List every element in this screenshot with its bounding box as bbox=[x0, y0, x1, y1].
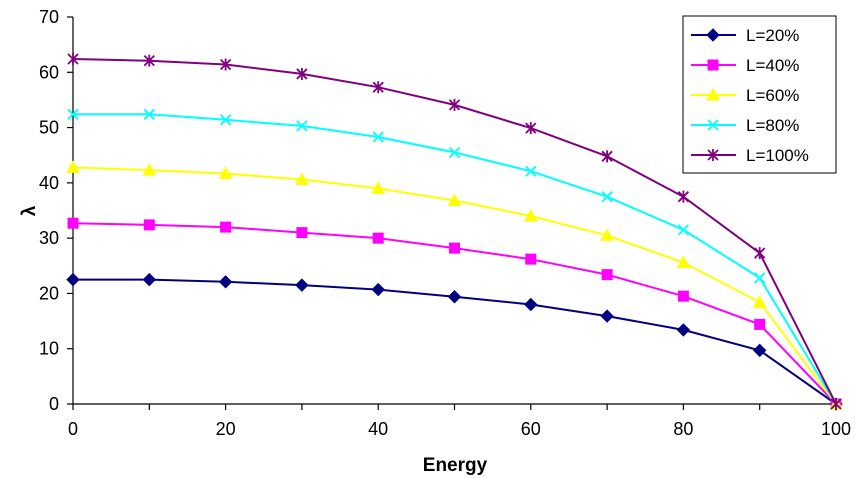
y-tick-label: 20 bbox=[39, 283, 59, 303]
data-point bbox=[754, 318, 766, 330]
data-point bbox=[601, 269, 613, 281]
data-point bbox=[525, 253, 537, 265]
legend-marker bbox=[707, 149, 719, 161]
legend: L=20% L=40% L=60% L=80% L=100% bbox=[682, 15, 837, 174]
data-point bbox=[752, 343, 767, 358]
data-point bbox=[371, 282, 385, 297]
data-point bbox=[601, 150, 613, 163]
x-tick-label: 40 bbox=[368, 419, 388, 439]
x-tick-label: 0 bbox=[68, 419, 78, 439]
data-point bbox=[754, 247, 766, 260]
data-point bbox=[524, 297, 538, 312]
data-point bbox=[676, 323, 691, 337]
legend-label: L=20% bbox=[746, 26, 799, 45]
data-point bbox=[220, 221, 232, 233]
data-point bbox=[295, 278, 309, 292]
legend-entry: L=40% bbox=[691, 56, 799, 75]
legend-label: L=40% bbox=[746, 56, 799, 75]
data-point bbox=[525, 122, 537, 135]
legend-entry: L=60% bbox=[691, 86, 799, 105]
legend-marker bbox=[706, 28, 720, 42]
legend-entry: L=100% bbox=[691, 146, 809, 165]
legend-label: L=60% bbox=[746, 86, 799, 105]
data-point bbox=[600, 309, 614, 323]
y-axis-title: λ bbox=[19, 205, 40, 216]
data-point bbox=[296, 120, 308, 132]
data-point bbox=[601, 191, 613, 203]
y-tick-label: 70 bbox=[39, 7, 59, 27]
data-point bbox=[219, 114, 232, 126]
legend-entry: L=80% bbox=[691, 116, 799, 135]
legend-label: L=100% bbox=[746, 146, 809, 165]
data-point bbox=[447, 193, 462, 207]
data-point bbox=[448, 98, 461, 111]
series-L=40% bbox=[67, 217, 842, 410]
data-point bbox=[600, 228, 614, 241]
series-L=100% bbox=[67, 53, 842, 410]
data-point bbox=[67, 53, 79, 66]
data-point bbox=[143, 108, 155, 120]
legend-entry: L=20% bbox=[691, 26, 799, 45]
y-tick-label: 40 bbox=[39, 173, 59, 193]
series-L=80% bbox=[67, 108, 842, 410]
data-point bbox=[218, 166, 233, 179]
x-axis-title: Energy bbox=[423, 455, 488, 476]
data-point bbox=[752, 295, 767, 308]
data-point bbox=[143, 219, 155, 231]
series-L=20% bbox=[66, 272, 843, 411]
data-point bbox=[372, 81, 384, 94]
data-point bbox=[143, 54, 155, 67]
data-point bbox=[449, 242, 460, 254]
data-point bbox=[754, 272, 766, 284]
data-point bbox=[677, 224, 690, 236]
data-point bbox=[219, 58, 232, 71]
y-tick-label: 10 bbox=[39, 339, 59, 359]
data-point bbox=[371, 181, 386, 194]
x-tick-label: 20 bbox=[216, 419, 236, 439]
axes bbox=[67, 16, 837, 410]
data-point bbox=[142, 163, 157, 176]
data-point bbox=[372, 131, 384, 143]
data-point bbox=[296, 227, 308, 239]
data-point bbox=[523, 208, 538, 222]
legend-marker bbox=[706, 87, 720, 101]
data-point bbox=[66, 272, 80, 287]
legend-label: L=80% bbox=[746, 116, 799, 135]
y-tick-label: 50 bbox=[39, 118, 59, 138]
data-point bbox=[830, 398, 842, 410]
data-point bbox=[447, 290, 462, 304]
tick-labels: 0 10 20 30 40 50 60 70 0 20 40 60 80 100 bbox=[39, 7, 851, 439]
data-point bbox=[448, 146, 461, 159]
data-point bbox=[372, 232, 384, 244]
data-point bbox=[67, 108, 79, 120]
x-tick-label: 100 bbox=[821, 419, 851, 439]
data-point bbox=[525, 165, 537, 177]
data-point bbox=[218, 275, 233, 289]
data-point bbox=[66, 160, 80, 173]
data-point bbox=[676, 255, 691, 268]
legend-marker bbox=[707, 119, 719, 131]
x-tick-label: 80 bbox=[673, 419, 693, 439]
data-point bbox=[677, 290, 689, 302]
legend-marker bbox=[707, 59, 719, 71]
y-tick-label: 0 bbox=[49, 394, 59, 414]
y-tick-label: 30 bbox=[39, 228, 59, 248]
plot-area bbox=[66, 53, 843, 411]
legend-box bbox=[682, 15, 837, 174]
series-L=60% bbox=[66, 160, 843, 410]
data-point bbox=[295, 172, 309, 186]
data-point bbox=[142, 272, 157, 287]
x-tick-label: 60 bbox=[521, 419, 541, 439]
y-tick-label: 60 bbox=[39, 62, 59, 82]
data-point bbox=[296, 67, 308, 80]
data-point bbox=[67, 217, 79, 229]
data-point bbox=[677, 190, 690, 203]
